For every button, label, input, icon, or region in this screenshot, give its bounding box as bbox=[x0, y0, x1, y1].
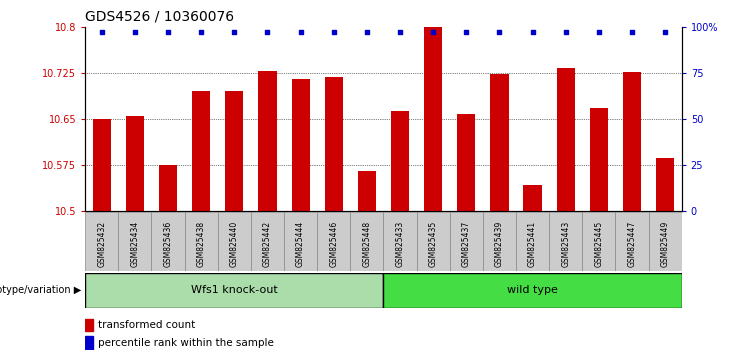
Bar bbox=[450, 212, 483, 271]
Bar bbox=[317, 212, 350, 271]
Bar bbox=[457, 114, 476, 211]
Bar bbox=[358, 171, 376, 211]
Bar bbox=[523, 185, 542, 211]
Text: GSM825445: GSM825445 bbox=[594, 221, 603, 267]
Point bbox=[361, 29, 373, 35]
Text: percentile rank within the sample: percentile rank within the sample bbox=[99, 338, 274, 348]
Point bbox=[295, 29, 307, 35]
Bar bbox=[85, 336, 93, 349]
Text: GSM825438: GSM825438 bbox=[196, 221, 206, 267]
Point bbox=[129, 29, 141, 35]
Point bbox=[228, 29, 240, 35]
Bar bbox=[185, 212, 218, 271]
Bar bbox=[218, 212, 251, 271]
Bar bbox=[623, 72, 641, 211]
Point bbox=[328, 29, 339, 35]
Text: GSM825448: GSM825448 bbox=[362, 221, 371, 267]
Bar bbox=[590, 108, 608, 211]
Text: GSM825434: GSM825434 bbox=[130, 221, 139, 267]
Bar bbox=[251, 212, 284, 271]
Text: Wfs1 knock-out: Wfs1 knock-out bbox=[191, 285, 278, 295]
Point bbox=[593, 29, 605, 35]
Bar bbox=[325, 77, 343, 211]
Bar bbox=[85, 319, 93, 331]
Bar bbox=[556, 68, 575, 211]
Point bbox=[659, 29, 671, 35]
Bar bbox=[151, 212, 185, 271]
Text: transformed count: transformed count bbox=[99, 320, 196, 330]
Point bbox=[196, 29, 207, 35]
Bar bbox=[416, 212, 450, 271]
Bar bbox=[284, 212, 317, 271]
Bar bbox=[159, 165, 177, 211]
Bar bbox=[384, 273, 682, 308]
Text: wild type: wild type bbox=[507, 285, 558, 295]
Point bbox=[394, 29, 406, 35]
Bar bbox=[384, 212, 416, 271]
Text: GSM825442: GSM825442 bbox=[263, 221, 272, 267]
Bar bbox=[350, 212, 384, 271]
Point bbox=[428, 29, 439, 35]
Text: GSM825436: GSM825436 bbox=[164, 221, 173, 267]
Point bbox=[162, 29, 174, 35]
Point bbox=[262, 29, 273, 35]
Text: GSM825449: GSM825449 bbox=[661, 221, 670, 267]
Text: GSM825432: GSM825432 bbox=[97, 221, 106, 267]
Bar bbox=[616, 212, 648, 271]
Text: GSM825443: GSM825443 bbox=[561, 221, 571, 267]
Text: GSM825437: GSM825437 bbox=[462, 221, 471, 267]
Bar bbox=[119, 212, 151, 271]
Text: GSM825435: GSM825435 bbox=[429, 221, 438, 267]
Bar bbox=[85, 212, 119, 271]
Bar bbox=[491, 74, 508, 211]
Text: GDS4526 / 10360076: GDS4526 / 10360076 bbox=[85, 10, 234, 24]
Bar bbox=[582, 212, 616, 271]
Bar bbox=[85, 273, 384, 308]
Text: GSM825440: GSM825440 bbox=[230, 221, 239, 267]
Bar bbox=[291, 79, 310, 211]
Bar bbox=[648, 212, 682, 271]
Point bbox=[96, 29, 107, 35]
Point bbox=[460, 29, 472, 35]
Text: genotype/variation ▶: genotype/variation ▶ bbox=[0, 285, 82, 295]
Text: GSM825447: GSM825447 bbox=[628, 221, 637, 267]
Bar bbox=[225, 91, 244, 211]
Point bbox=[527, 29, 539, 35]
Bar bbox=[259, 71, 276, 211]
Text: GSM825446: GSM825446 bbox=[329, 221, 338, 267]
Text: GSM825439: GSM825439 bbox=[495, 221, 504, 267]
Bar bbox=[391, 110, 409, 211]
Point bbox=[559, 29, 571, 35]
Bar bbox=[424, 23, 442, 211]
Point bbox=[494, 29, 505, 35]
Text: GSM825444: GSM825444 bbox=[296, 221, 305, 267]
Bar bbox=[483, 212, 516, 271]
Point bbox=[626, 29, 638, 35]
Bar bbox=[192, 91, 210, 211]
Bar bbox=[656, 159, 674, 211]
Bar bbox=[549, 212, 582, 271]
Text: GSM825441: GSM825441 bbox=[528, 221, 537, 267]
Text: GSM825433: GSM825433 bbox=[396, 221, 405, 267]
Bar bbox=[126, 115, 144, 211]
Bar bbox=[93, 119, 111, 211]
Bar bbox=[516, 212, 549, 271]
